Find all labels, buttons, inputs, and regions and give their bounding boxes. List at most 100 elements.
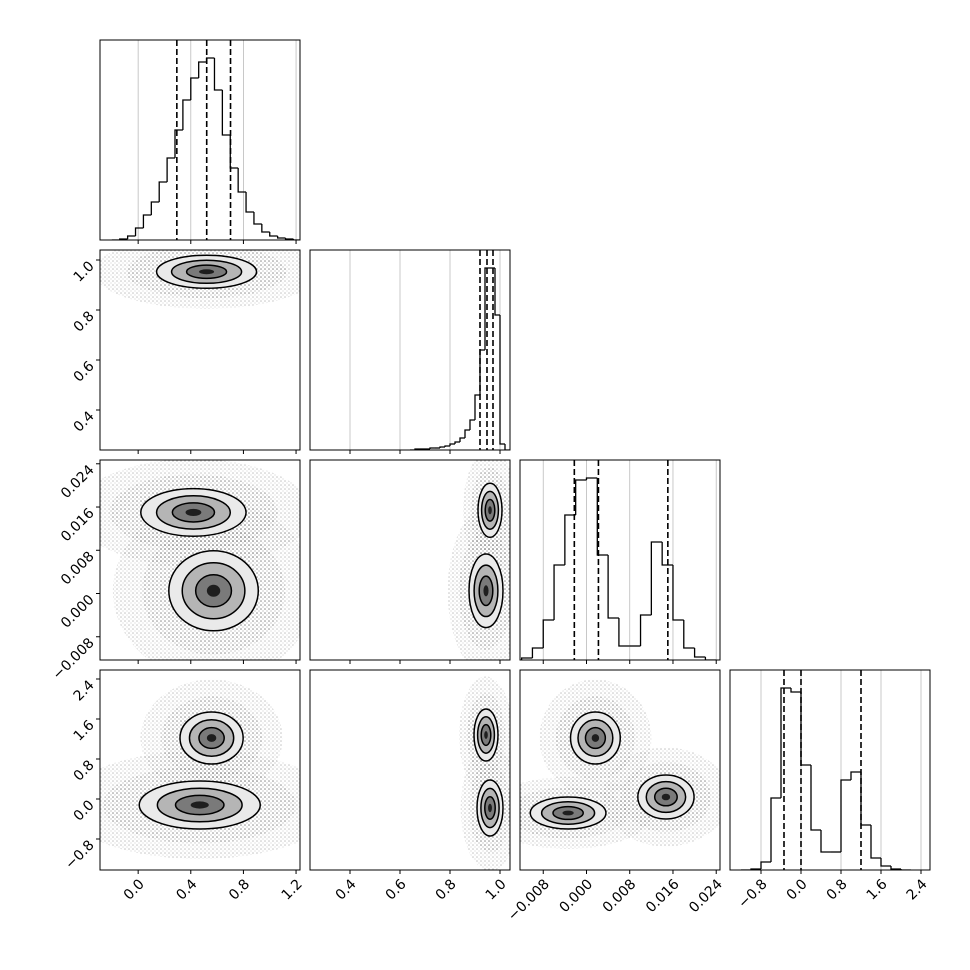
histogram-bin [449,443,455,446]
y-tick-label: 0.016 [58,505,98,545]
histogram-bin [469,419,475,430]
histogram-bin [221,90,231,136]
panel-frame [99,669,301,871]
histogram-bin [213,58,223,91]
histogram-bin [770,797,781,862]
panel-frame [99,459,301,661]
histogram-bin [520,657,533,660]
x-tick-label: 0.8 [824,876,851,903]
panel-frame [519,459,721,661]
histogram-bin [198,61,207,78]
histogram-bin [575,479,587,515]
histogram-bin [672,565,684,621]
histogram-bin [760,861,771,869]
panel [520,460,717,660]
y-tick-label: 0.000 [58,592,98,632]
y-tick-label: 2.4 [71,677,98,704]
panel [459,676,510,870]
panel [100,460,300,660]
histogram-bin [134,227,144,236]
histogram-bin [585,477,598,480]
x-tick-label: 0.016 [643,876,683,916]
histogram-bin [126,235,136,239]
histogram-bin [237,168,247,193]
x-tick-label: 0.024 [686,876,726,916]
histogram-bin [607,555,619,619]
panel-frame [729,669,931,871]
density-cloud [185,508,202,516]
x-tick-label: 0.6 [383,876,410,903]
histogram-bin [429,447,435,449]
y-tick-label: 0.8 [71,757,98,784]
histogram-bin [860,772,871,826]
density-cloud [661,793,671,801]
histogram-bin [553,564,565,620]
density-cloud [488,803,492,813]
histogram-bin [444,445,450,447]
panel [349,250,510,450]
histogram-bin [683,620,695,649]
x-tick-label: 0.000 [556,876,596,916]
x-tick-label: 0.8 [226,876,253,903]
x-tick-label: −0.008 [505,876,553,924]
panel-frame [519,669,721,871]
histogram-bin [810,765,821,831]
panel [741,670,922,870]
density-cloud [206,584,221,597]
panel-frame [309,669,511,871]
histogram-bin [464,429,470,438]
histogram-bin [840,779,851,852]
panel [520,679,720,849]
panel [100,250,300,309]
panel [111,40,300,240]
y-tick-label: 0.008 [58,549,98,589]
y-tick-label: 1.0 [71,258,98,285]
density-cloud [488,506,492,515]
histogram-bin [499,315,505,445]
histogram-bin [780,687,791,798]
panel-frame [309,249,511,451]
density-cloud [562,810,574,816]
histogram-bin [531,647,544,658]
density-cloud [483,585,489,597]
x-tick-label: 0.0 [784,876,811,903]
y-tick-label: 1.6 [71,717,98,744]
histogram-bin [439,446,445,448]
histogram-bin [142,214,152,228]
y-tick-label: 0.8 [71,308,98,335]
panel-frame [99,249,301,451]
y-tick-label: −0.8 [62,837,97,872]
histogram-bin [650,541,663,615]
y-tick-label: 0.6 [71,358,98,385]
panel [447,460,510,660]
histogram-bin [820,830,831,853]
histogram-bin [292,239,300,240]
histogram-bin [494,268,500,316]
panel-frame [309,459,511,661]
histogram-bin [174,129,183,158]
x-tick-label: 2.4 [904,876,931,903]
histogram-bin [150,201,160,215]
histogram-bin [474,394,480,420]
histogram-bin [190,77,199,100]
density-cloud [484,731,488,739]
x-tick-label: −0.8 [735,876,770,911]
histogram-bin [459,437,465,442]
histogram-bin [693,648,706,658]
histogram-bin [870,825,881,859]
x-tick-label: 0.0 [121,876,148,903]
histogram-bin [661,542,673,566]
y-tick-label: 0.0 [71,797,98,824]
panel [100,679,300,859]
histogram-bin [542,619,555,648]
histogram-bin [276,236,286,239]
histogram-bin [639,614,652,646]
y-tick-label: 0.024 [58,462,98,502]
histogram-bin [245,192,254,213]
histogram-bin [596,478,609,556]
histogram-bin [205,57,215,62]
histogram-bin [484,267,490,350]
histogram-bin [504,444,510,450]
histogram-bin [618,618,630,647]
